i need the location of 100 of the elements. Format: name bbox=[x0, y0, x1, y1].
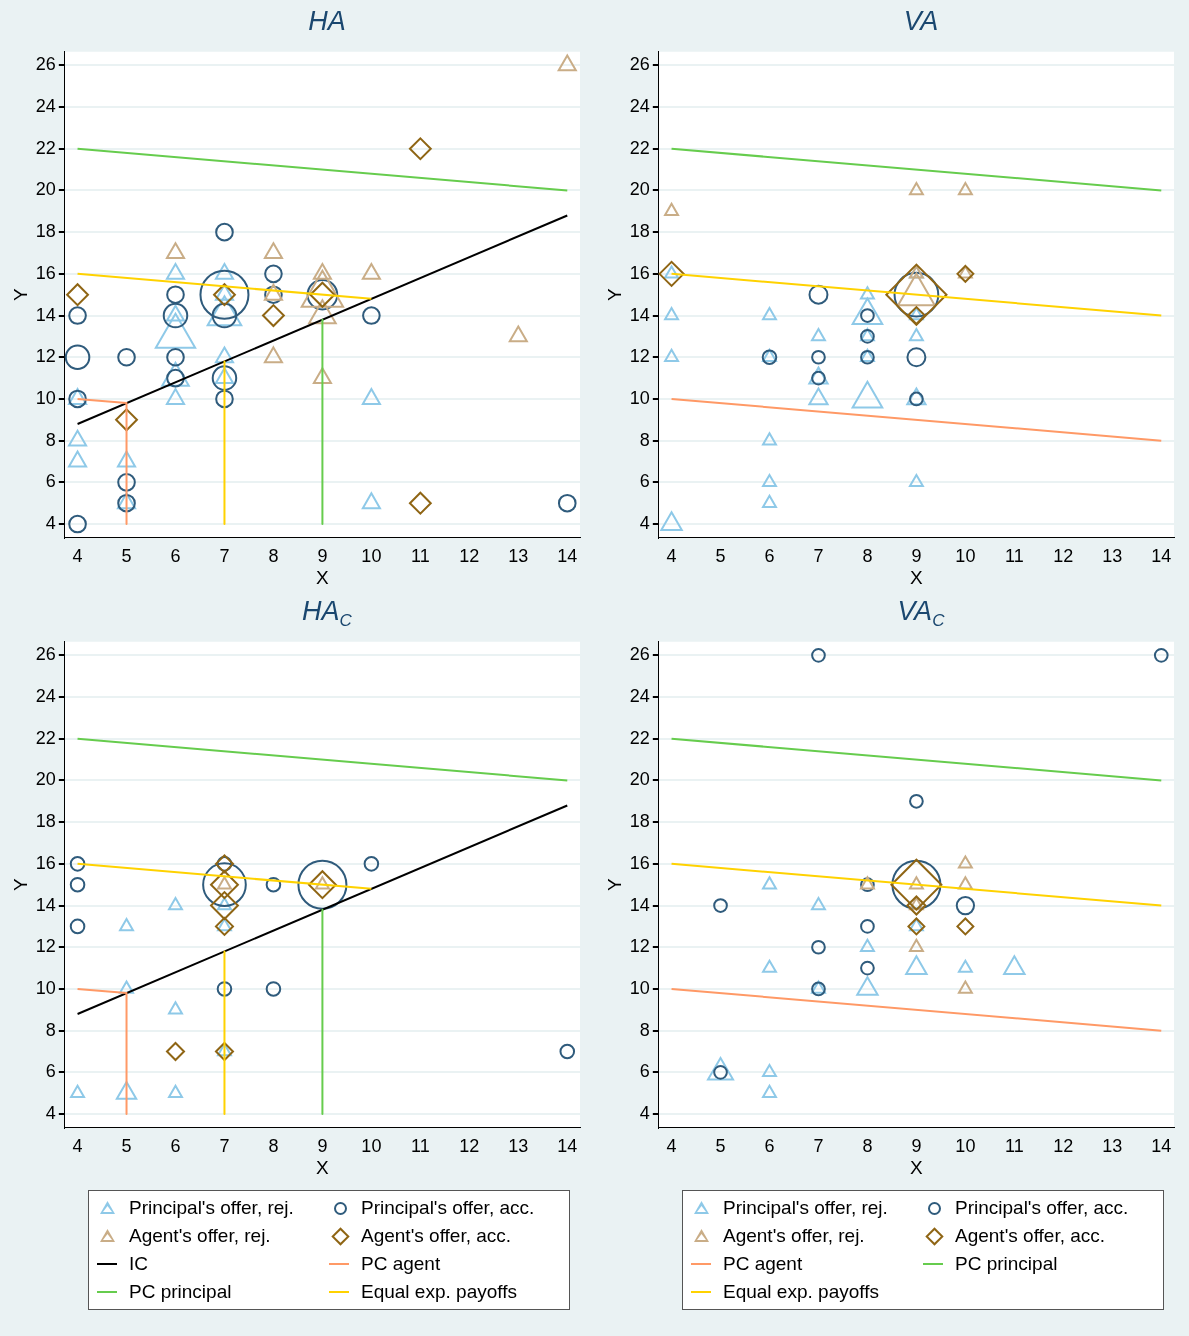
x-tick-label: 12 bbox=[459, 546, 480, 567]
x-tick-label: 7 bbox=[813, 1136, 824, 1157]
x-tick-label: 14 bbox=[1151, 546, 1172, 567]
x-tick-label: 11 bbox=[1005, 546, 1024, 567]
x-tick-label: 9 bbox=[911, 1136, 922, 1157]
y-tick-label: 4 bbox=[639, 1103, 650, 1124]
legend-label: PC principal bbox=[129, 1281, 232, 1303]
x-tick-label: 14 bbox=[557, 1136, 578, 1157]
legend-label: Agent's offer, acc. bbox=[361, 1225, 512, 1247]
y-tick-label: 6 bbox=[639, 471, 650, 492]
y-tick-label: 26 bbox=[629, 644, 650, 665]
legend-label: Equal exp. payoffs bbox=[723, 1281, 879, 1303]
x-tick-label: 12 bbox=[1053, 1136, 1074, 1157]
x-tick-label: 8 bbox=[268, 1136, 279, 1157]
y-tick-label: 14 bbox=[629, 894, 650, 915]
y-tick-label: 16 bbox=[35, 852, 56, 873]
y-tick-label: 6 bbox=[639, 1061, 650, 1082]
x-tick-label: 8 bbox=[862, 1136, 873, 1157]
y-tick-label: 8 bbox=[45, 429, 56, 450]
legend-label: PC agent bbox=[723, 1253, 803, 1275]
x-tick-label: 4 bbox=[666, 1136, 677, 1157]
x-tick-label: 5 bbox=[121, 546, 132, 567]
legend-label: Equal exp. payoffs bbox=[361, 1281, 517, 1303]
x-axis-title: X bbox=[910, 566, 924, 588]
y-tick-label: 26 bbox=[35, 54, 56, 75]
x-tick-label: 5 bbox=[715, 546, 726, 567]
x-axis-title: X bbox=[910, 1156, 924, 1178]
y-tick-label: 16 bbox=[629, 852, 650, 873]
x-tick-label: 10 bbox=[361, 546, 382, 567]
x-tick-label: 9 bbox=[911, 546, 922, 567]
x-tick-label: 13 bbox=[508, 546, 529, 567]
y-tick-label: 8 bbox=[45, 1019, 56, 1040]
y-tick-label: 16 bbox=[35, 262, 56, 283]
x-tick-label: 12 bbox=[1053, 546, 1074, 567]
y-tick-label: 16 bbox=[629, 262, 650, 283]
x-tick-label: 7 bbox=[219, 546, 230, 567]
y-tick-label: 6 bbox=[45, 471, 56, 492]
y-tick-label: 22 bbox=[629, 727, 650, 748]
y-tick-label: 12 bbox=[629, 346, 650, 367]
legend-label: Principal's offer, rej. bbox=[723, 1197, 888, 1219]
y-tick-label: 22 bbox=[629, 137, 650, 158]
x-tick-label: 5 bbox=[121, 1136, 132, 1157]
x-tick-label: 11 bbox=[411, 546, 430, 567]
y-tick-label: 12 bbox=[35, 936, 56, 957]
y-tick-label: 24 bbox=[35, 96, 56, 117]
y-tick-label: 24 bbox=[629, 96, 650, 117]
chart-title: VA$_{C}$ bbox=[896, 595, 946, 631]
x-tick-label: 10 bbox=[955, 1136, 976, 1157]
x-tick-label: 13 bbox=[508, 1136, 529, 1157]
x-tick-label: 6 bbox=[170, 546, 181, 567]
y-axis-title: Y bbox=[9, 288, 31, 302]
y-tick-label: 18 bbox=[629, 221, 650, 242]
chart-title: HA bbox=[307, 5, 347, 38]
y-tick-label: 6 bbox=[45, 1061, 56, 1082]
x-tick-label: 9 bbox=[317, 546, 328, 567]
x-tick-label: 13 bbox=[1102, 546, 1123, 567]
y-tick-label: 18 bbox=[35, 221, 56, 242]
y-tick-label: 24 bbox=[35, 686, 56, 707]
y-tick-label: 12 bbox=[629, 936, 650, 957]
legend-label: IC bbox=[129, 1253, 148, 1275]
x-tick-label: 9 bbox=[317, 1136, 328, 1157]
legend-label: Agent's offer, rej. bbox=[723, 1225, 865, 1247]
y-tick-label: 20 bbox=[35, 179, 56, 200]
x-tick-label: 13 bbox=[1102, 1136, 1123, 1157]
y-tick-label: 10 bbox=[35, 977, 56, 998]
y-tick-label: 22 bbox=[35, 137, 56, 158]
chart-title: HA$_{C}$ bbox=[301, 595, 353, 631]
x-tick-label: 4 bbox=[72, 1136, 83, 1157]
y-tick-label: 10 bbox=[629, 977, 650, 998]
x-tick-label: 12 bbox=[459, 1136, 480, 1157]
legend-label: Agent's offer, acc. bbox=[955, 1225, 1106, 1247]
y-tick-label: 18 bbox=[35, 811, 56, 832]
x-tick-label: 8 bbox=[268, 546, 279, 567]
x-tick-label: 14 bbox=[557, 546, 578, 567]
y-tick-label: 14 bbox=[35, 894, 56, 915]
y-tick-label: 22 bbox=[35, 727, 56, 748]
y-tick-label: 20 bbox=[35, 769, 56, 790]
y-tick-label: 4 bbox=[639, 513, 650, 534]
x-tick-label: 4 bbox=[666, 546, 677, 567]
x-tick-label: 5 bbox=[715, 1136, 726, 1157]
y-tick-label: 4 bbox=[45, 513, 56, 534]
y-tick-label: 10 bbox=[35, 387, 56, 408]
legend-label: PC agent bbox=[361, 1253, 441, 1275]
y-tick-label: 26 bbox=[629, 54, 650, 75]
x-tick-label: 6 bbox=[764, 546, 775, 567]
legend-label: Principal's offer, acc. bbox=[955, 1197, 1129, 1219]
y-tick-label: 12 bbox=[35, 346, 56, 367]
legend-label: Principal's offer, acc. bbox=[361, 1197, 535, 1219]
y-axis-title: Y bbox=[603, 288, 625, 302]
y-axis-title: Y bbox=[603, 878, 625, 892]
x-tick-label: 10 bbox=[361, 1136, 382, 1157]
y-tick-label: 4 bbox=[45, 1103, 56, 1124]
chart-title: VA bbox=[902, 5, 940, 38]
y-axis-title: Y bbox=[9, 878, 31, 892]
x-tick-label: 11 bbox=[1005, 1136, 1024, 1157]
y-tick-label: 18 bbox=[629, 811, 650, 832]
legend-label: PC principal bbox=[955, 1253, 1058, 1275]
y-tick-label: 8 bbox=[639, 1019, 650, 1040]
x-tick-label: 6 bbox=[170, 1136, 181, 1157]
x-axis-title: X bbox=[316, 566, 330, 588]
